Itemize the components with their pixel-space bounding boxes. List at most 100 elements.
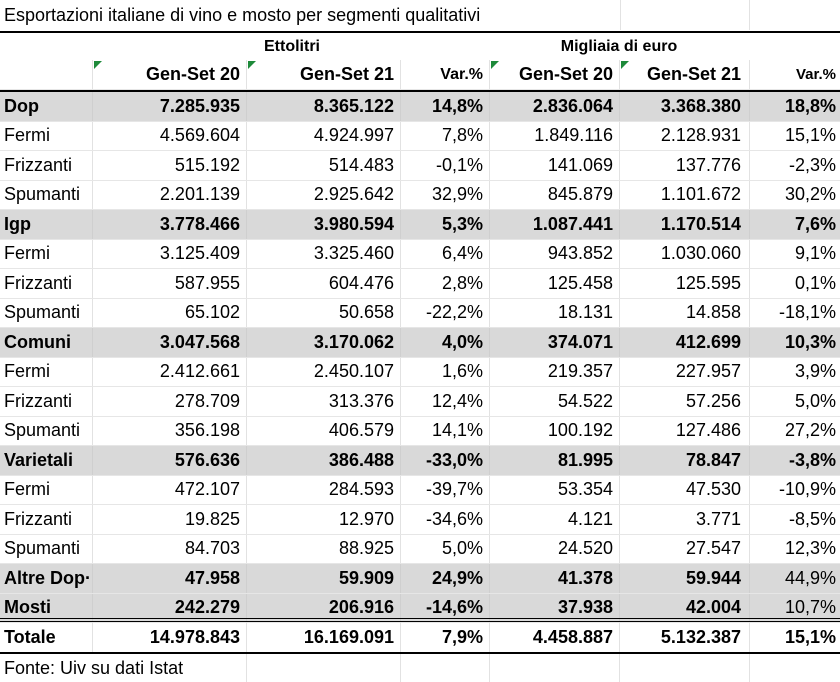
table-cell[interactable]: 42.004	[619, 593, 749, 622]
table-cell[interactable]: 3.771	[619, 505, 749, 534]
table-cell[interactable]: -18,1%	[749, 298, 840, 327]
table-cell[interactable]: 14,8%	[400, 92, 489, 121]
table-cell[interactable]: -33,0%	[400, 446, 489, 475]
table-cell[interactable]: 313.376	[246, 387, 400, 416]
table-cell[interactable]: 514.483	[246, 151, 400, 180]
table-cell[interactable]: -3,8%	[749, 446, 840, 475]
table-cell[interactable]: 3.980.594	[246, 210, 400, 239]
row-label[interactable]: Varietali	[4, 449, 74, 470]
table-cell[interactable]: 57.256	[619, 387, 749, 416]
table-cell[interactable]: 604.476	[246, 269, 400, 298]
table-cell[interactable]: 15,1%	[749, 121, 840, 150]
empty-cell[interactable]	[749, 0, 840, 30]
table-cell[interactable]: 219.357	[489, 357, 619, 386]
table-cell[interactable]: 44,9%	[749, 564, 840, 593]
table-cell[interactable]: 14.858	[619, 298, 749, 327]
table-cell[interactable]: 7.285.935	[92, 92, 246, 121]
table-cell[interactable]: 6,4%	[400, 239, 489, 268]
row-label[interactable]: Fermi	[4, 361, 50, 382]
empty-cell[interactable]	[489, 654, 619, 682]
table-cell[interactable]: -39,7%	[400, 475, 489, 504]
table-cell[interactable]: 284.593	[246, 475, 400, 504]
table-cell[interactable]: 227.957	[619, 357, 749, 386]
table-cell[interactable]: 2.201.139	[92, 180, 246, 209]
table-cell[interactable]: 356.198	[92, 416, 246, 445]
table-cell[interactable]: 1.087.441	[489, 210, 619, 239]
table-cell[interactable]: 141.069	[489, 151, 619, 180]
table-cell[interactable]: 100.192	[489, 416, 619, 445]
row-label[interactable]: Spumanti	[4, 538, 81, 559]
row-label[interactable]: Igp	[4, 213, 31, 234]
table-cell[interactable]: 47.958	[92, 564, 246, 593]
table-cell[interactable]: 3.778.466	[92, 210, 246, 239]
table-cell[interactable]: 81.995	[489, 446, 619, 475]
table-cell[interactable]: 943.852	[489, 239, 619, 268]
total-cell[interactable]: 15,1%	[749, 622, 840, 652]
table-cell[interactable]: 1.101.672	[619, 180, 749, 209]
table-cell[interactable]: 19.825	[92, 505, 246, 534]
total-cell[interactable]: 4.458.887	[489, 622, 619, 652]
row-label[interactable]: Totale	[4, 626, 56, 647]
table-cell[interactable]: 59.909	[246, 564, 400, 593]
table-cell[interactable]: 27,2%	[749, 416, 840, 445]
table-cell[interactable]: 24.520	[489, 534, 619, 563]
table-cell[interactable]: 2.836.064	[489, 92, 619, 121]
table-cell[interactable]: 5,3%	[400, 210, 489, 239]
table-cell[interactable]: 4,0%	[400, 328, 489, 357]
table-cell[interactable]: -22,2%	[400, 298, 489, 327]
table-cell[interactable]: 47.530	[619, 475, 749, 504]
table-cell[interactable]: 18,8%	[749, 92, 840, 121]
row-label[interactable]: Frizzanti	[4, 390, 73, 411]
row-label[interactable]: Dop	[4, 95, 39, 116]
table-cell[interactable]: 32,9%	[400, 180, 489, 209]
empty-cell[interactable]	[749, 34, 840, 60]
table-cell[interactable]: 59.944	[619, 564, 749, 593]
table-cell[interactable]: 127.486	[619, 416, 749, 445]
total-cell[interactable]: 7,9%	[400, 622, 489, 652]
table-cell[interactable]: 1.170.514	[619, 210, 749, 239]
table-cell[interactable]: 41.378	[489, 564, 619, 593]
row-label[interactable]: Comuni	[4, 331, 71, 352]
table-cell[interactable]: 7,6%	[749, 210, 840, 239]
table-cell[interactable]: 278.709	[92, 387, 246, 416]
total-cell[interactable]: 16.169.091	[246, 622, 400, 652]
table-cell[interactable]: 3.368.380	[619, 92, 749, 121]
table-cell[interactable]: 10,7%	[749, 593, 840, 622]
table-cell[interactable]: 587.955	[92, 269, 246, 298]
table-cell[interactable]: -0,1%	[400, 151, 489, 180]
table-cell[interactable]: -10,9%	[749, 475, 840, 504]
col-header[interactable]: Gen-Set 20	[92, 60, 246, 89]
row-label[interactable]: Mosti	[4, 597, 51, 618]
table-cell[interactable]: 12,4%	[400, 387, 489, 416]
table-cell[interactable]: -14,6%	[400, 593, 489, 622]
table-cell[interactable]: 374.071	[489, 328, 619, 357]
table-cell[interactable]: 386.488	[246, 446, 400, 475]
table-cell[interactable]: 125.595	[619, 269, 749, 298]
table-cell[interactable]: 10,3%	[749, 328, 840, 357]
table-cell[interactable]: 2.128.931	[619, 121, 749, 150]
table-cell[interactable]: 3.047.568	[92, 328, 246, 357]
table-cell[interactable]: 412.699	[619, 328, 749, 357]
source-note[interactable]: Fonte: Uiv su dati Istat	[4, 657, 184, 678]
row-label[interactable]: Frizzanti	[4, 154, 73, 175]
table-cell[interactable]: 5,0%	[400, 534, 489, 563]
table-cell[interactable]: -2,3%	[749, 151, 840, 180]
col-header[interactable]: Gen-Set 20	[489, 60, 619, 89]
table-cell[interactable]: 78.847	[619, 446, 749, 475]
row-label[interactable]: Spumanti	[4, 302, 81, 323]
row-label[interactable]: Frizzanti	[4, 508, 73, 529]
empty-cell[interactable]	[619, 654, 749, 682]
table-cell[interactable]: 206.916	[246, 593, 400, 622]
table-cell[interactable]: 27.547	[619, 534, 749, 563]
table-cell[interactable]: 88.925	[246, 534, 400, 563]
table-cell[interactable]: 4.569.604	[92, 121, 246, 150]
empty-cell[interactable]	[400, 654, 489, 682]
group-header-euro[interactable]: Migliaia di euro	[560, 38, 678, 55]
row-label[interactable]: Altre Dop·	[4, 567, 91, 588]
col-header[interactable]: Gen-Set 21	[246, 60, 400, 89]
total-cell[interactable]: 14.978.843	[92, 622, 246, 652]
table-title[interactable]: Esportazioni italiane di vino e mosto pe…	[4, 4, 481, 25]
col-header[interactable]: Var.%	[749, 60, 840, 89]
table-cell[interactable]: 242.279	[92, 593, 246, 622]
table-cell[interactable]: 472.107	[92, 475, 246, 504]
